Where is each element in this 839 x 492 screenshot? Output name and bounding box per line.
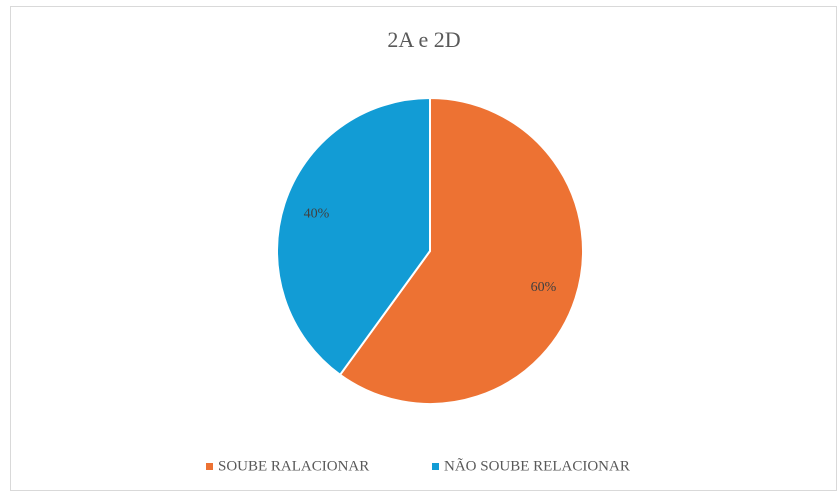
legend-marker xyxy=(432,463,439,470)
chart-title: 2A e 2D xyxy=(387,27,460,52)
pie-slice xyxy=(276,96,431,377)
data-label: 60% xyxy=(531,280,557,295)
pie-slice xyxy=(338,96,584,405)
legend-marker xyxy=(206,463,213,470)
legend-label: NÃO SOUBE RELACIONAR xyxy=(444,458,630,474)
legend-label: SOUBE RALACIONAR xyxy=(218,458,369,474)
data-label: 40% xyxy=(304,206,330,221)
